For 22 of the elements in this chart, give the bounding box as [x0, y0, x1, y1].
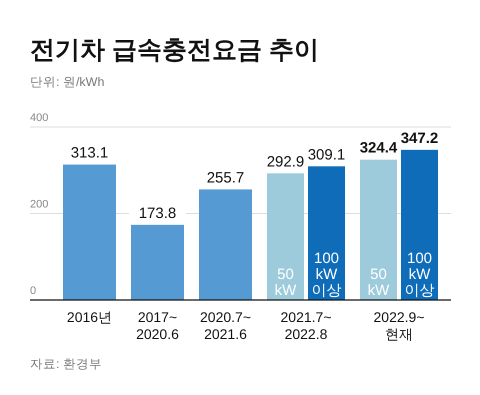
y-tick-label: 0	[30, 285, 36, 297]
data-label: 313.1	[70, 144, 108, 162]
data-label: 292.9	[266, 153, 304, 170]
x-tick-label: 2016년	[66, 309, 112, 325]
data-label: 324.4	[360, 140, 398, 157]
chart-title: 전기차 급속충전요금 추이	[30, 36, 319, 64]
data-label: 255.7	[206, 169, 244, 186]
data-label: 347.2	[400, 130, 438, 147]
series-label: 100 kW 이상	[312, 250, 342, 299]
text: 50 kW	[368, 266, 390, 299]
y-tick-label: 200	[30, 198, 48, 210]
x-tick-label: 2017~ 2020.6	[136, 309, 180, 342]
x-tick-label: 2021.7~ 2022.8	[280, 309, 332, 342]
x-tick-label: 2022.9~ 현재	[374, 309, 424, 342]
text: 자료: 환경부	[30, 357, 102, 371]
series-label: 50 kW	[274, 266, 298, 299]
data-label: 309.1	[308, 146, 346, 164]
chart-subtitle: 단위: 원/kWh	[30, 75, 104, 89]
text: 100 kW 이상	[404, 250, 434, 299]
y-tick-label: 400	[30, 112, 48, 124]
x-tick-label: 2020.7~ 2021.6	[200, 309, 251, 342]
data-label: 173.8	[138, 204, 176, 222]
